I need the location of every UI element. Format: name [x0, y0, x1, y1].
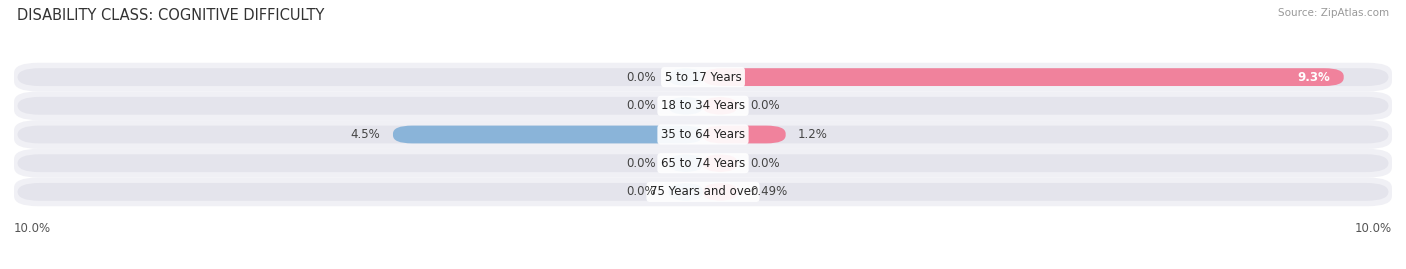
FancyBboxPatch shape — [14, 63, 1392, 91]
Text: 0.0%: 0.0% — [749, 157, 779, 170]
Text: 0.0%: 0.0% — [627, 185, 657, 198]
FancyBboxPatch shape — [17, 97, 1389, 115]
Text: 5 to 17 Years: 5 to 17 Years — [665, 71, 741, 84]
FancyBboxPatch shape — [703, 126, 786, 143]
FancyBboxPatch shape — [14, 91, 1392, 120]
Text: 0.0%: 0.0% — [627, 157, 657, 170]
Text: 0.0%: 0.0% — [627, 71, 657, 84]
Text: 0.0%: 0.0% — [749, 99, 779, 112]
FancyBboxPatch shape — [392, 126, 703, 143]
Text: 10.0%: 10.0% — [1355, 222, 1392, 235]
FancyBboxPatch shape — [669, 68, 703, 86]
Text: 35 to 64 Years: 35 to 64 Years — [661, 128, 745, 141]
FancyBboxPatch shape — [17, 183, 1389, 201]
Text: 75 Years and over: 75 Years and over — [650, 185, 756, 198]
FancyBboxPatch shape — [703, 154, 738, 172]
FancyBboxPatch shape — [669, 154, 703, 172]
FancyBboxPatch shape — [14, 178, 1392, 206]
FancyBboxPatch shape — [703, 183, 738, 201]
FancyBboxPatch shape — [669, 183, 703, 201]
Text: 4.5%: 4.5% — [352, 128, 381, 141]
FancyBboxPatch shape — [14, 120, 1392, 149]
Text: DISABILITY CLASS: COGNITIVE DIFFICULTY: DISABILITY CLASS: COGNITIVE DIFFICULTY — [17, 8, 325, 23]
Text: 65 to 74 Years: 65 to 74 Years — [661, 157, 745, 170]
FancyBboxPatch shape — [703, 68, 1344, 86]
Text: 1.2%: 1.2% — [799, 128, 828, 141]
FancyBboxPatch shape — [14, 149, 1392, 178]
FancyBboxPatch shape — [17, 68, 1389, 86]
Text: 18 to 34 Years: 18 to 34 Years — [661, 99, 745, 112]
Text: 0.0%: 0.0% — [627, 99, 657, 112]
Text: 0.49%: 0.49% — [749, 185, 787, 198]
FancyBboxPatch shape — [703, 97, 738, 115]
Text: 9.3%: 9.3% — [1298, 71, 1330, 84]
FancyBboxPatch shape — [17, 126, 1389, 143]
FancyBboxPatch shape — [17, 154, 1389, 172]
FancyBboxPatch shape — [669, 97, 703, 115]
Text: Source: ZipAtlas.com: Source: ZipAtlas.com — [1278, 8, 1389, 18]
Text: 10.0%: 10.0% — [14, 222, 51, 235]
